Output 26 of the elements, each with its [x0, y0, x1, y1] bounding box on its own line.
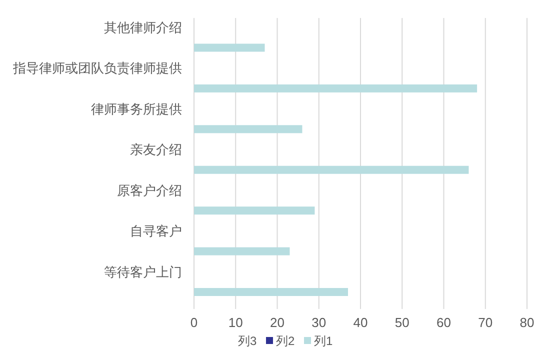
text: 列3	[238, 334, 257, 348]
bar	[194, 206, 315, 215]
y-tick-label: 亲友介绍	[130, 142, 182, 158]
legend-label: 列2	[276, 334, 295, 348]
bar	[194, 247, 290, 256]
y-tick-label: 其他律师介绍	[104, 20, 182, 35]
y-tick-label: 等待客户上门	[104, 264, 182, 280]
x-tick-label: 20	[270, 315, 284, 330]
x-tick-label: 80	[520, 315, 534, 330]
x-tick-label: 40	[353, 315, 368, 330]
y-tick-label: 自寻客户	[130, 224, 182, 239]
bar	[194, 84, 478, 92]
x-tick-label: 60	[436, 315, 451, 330]
x-tick-label: 50	[394, 315, 410, 330]
bar	[194, 166, 469, 174]
legend-label: 列1	[314, 334, 333, 348]
x-tick-label: 70	[478, 315, 493, 330]
bar	[194, 44, 265, 52]
x-tick-label: 30	[312, 315, 326, 330]
y-tick-label: 原客户介绍	[117, 182, 182, 198]
bar	[194, 288, 348, 296]
bar	[194, 125, 302, 134]
x-tick-label: 10	[228, 315, 243, 330]
y-tick-label: 指导律师或团队负责律师提供	[12, 60, 182, 76]
x-tick-label: 0	[190, 315, 198, 330]
y-tick-label: 律师事务所提供	[91, 101, 182, 116]
